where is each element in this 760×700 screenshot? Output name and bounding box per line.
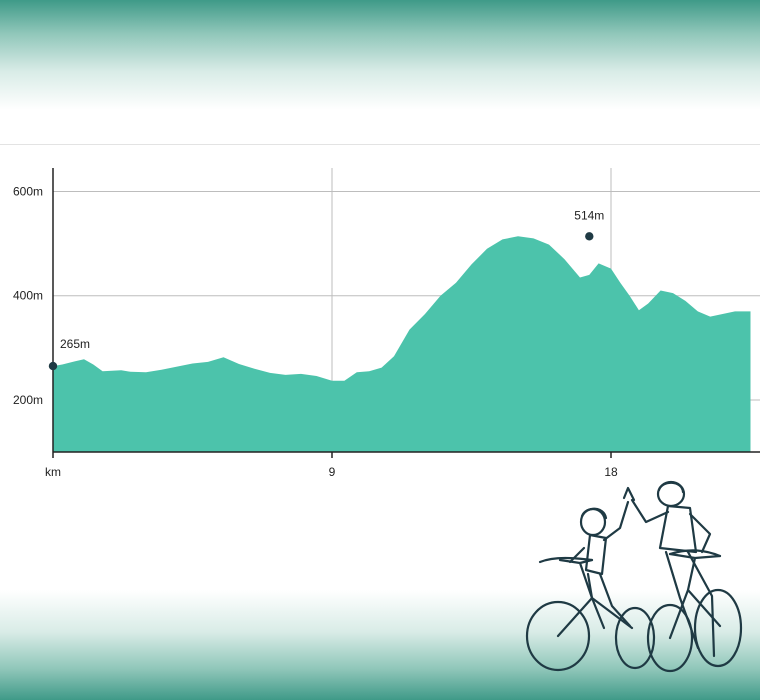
y-tick-label: 600m: [13, 184, 43, 198]
x-tick-label: 18: [604, 465, 618, 479]
start-point-label: 265m: [60, 337, 90, 351]
y-tick-labels: 200m 400m 600m: [13, 184, 43, 406]
y-tick-label: 400m: [13, 289, 43, 303]
elevation-points: 265m 514m: [48, 208, 604, 371]
start-point-marker: [48, 361, 58, 371]
cyclists-high-five-line-art-icon: [525, 480, 743, 673]
x-tick-label: 9: [329, 465, 336, 479]
peak-point-label: 514m: [574, 208, 604, 222]
y-tick-label: 200m: [13, 393, 43, 407]
elevation-area: [53, 236, 751, 452]
peak-point-marker: [585, 232, 594, 241]
x-tick-labels: km 9 18: [45, 452, 618, 479]
x-unit-label: km: [45, 465, 61, 479]
top-gradient-band: [0, 0, 760, 110]
header-divider: [0, 144, 760, 145]
